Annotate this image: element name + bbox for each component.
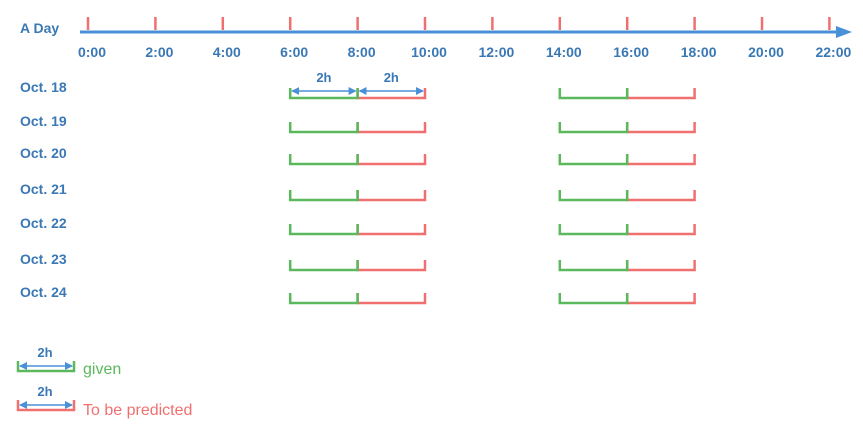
time-axis-arrowhead [836, 26, 852, 38]
predicted-window-bracket [356, 293, 427, 305]
day-row: Oct. 18 [20, 79, 696, 100]
legend-given-label: given [83, 361, 121, 378]
axis-tick-label: 0:00 [78, 44, 106, 60]
axis-tick-label: 20:00 [748, 44, 784, 60]
axis-tick-label: 22:00 [815, 44, 851, 60]
duration-annotations: 2h 2h [291, 70, 424, 95]
predicted-window-bracket [625, 224, 696, 236]
given-window-bracket [288, 88, 359, 100]
given-window-bracket [558, 88, 629, 100]
day-row: Oct. 20 [20, 145, 696, 166]
given-window-bracket [288, 154, 359, 166]
predicted-window-bracket [625, 88, 696, 100]
predicted-window-bracket [356, 224, 427, 236]
axis-tick-label: 8:00 [348, 44, 376, 60]
axis-tick-label: 16:00 [613, 44, 649, 60]
axis-ticks [86, 17, 831, 30]
axis-tick-label: 2:00 [145, 44, 173, 60]
legend: 2h given 2h To be predicted [16, 345, 192, 419]
given-window-bracket [558, 154, 629, 166]
predicted-window-bracket [356, 88, 427, 100]
given-window-bracket [558, 293, 629, 305]
predicted-window-bracket [356, 122, 427, 134]
predicted-window-bracket [625, 293, 696, 305]
given-window-bracket [288, 224, 359, 236]
given-window-bracket [288, 190, 359, 202]
legend-given-duration-label: 2h [37, 345, 52, 360]
given-window-bracket [288, 122, 359, 134]
legend-predicted-bracket [16, 400, 76, 412]
axis-tick-label: 12:00 [478, 44, 514, 60]
day-row: Oct. 23 [20, 251, 696, 272]
axis-tick-label: 14:00 [546, 44, 582, 60]
day-row: Oct. 21 [20, 181, 696, 202]
predicted-duration-label: 2h [384, 70, 399, 85]
predicted-window-bracket [356, 190, 427, 202]
axis-tick-label: 6:00 [280, 44, 308, 60]
predicted-window-bracket [625, 122, 696, 134]
axis-tick-label: 18:00 [681, 44, 717, 60]
given-window-bracket [288, 293, 359, 305]
day-row-label: Oct. 19 [20, 113, 67, 129]
predicted-window-bracket [356, 154, 427, 166]
predicted-window-bracket [625, 154, 696, 166]
legend-given-bracket [16, 361, 76, 373]
given-window-bracket [558, 260, 629, 272]
given-window-bracket [558, 122, 629, 134]
axis-tick-label: 10:00 [411, 44, 447, 60]
predicted-window-bracket [625, 190, 696, 202]
axis-tick-labels: 0:00 2:00 4:00 6:00 8:00 10:00 12:00 14:00 16:00… [78, 44, 852, 60]
day-row-label: Oct. 21 [20, 181, 67, 197]
day-row-label: Oct. 22 [20, 215, 67, 231]
given-window-bracket [558, 224, 629, 236]
given-window-bracket [558, 190, 629, 202]
given-window-bracket [288, 260, 359, 272]
given-duration-label: 2h [316, 70, 331, 85]
day-rows: Oct. 18 Oct. 19 Oct. 20 Oct. 21 Oct. 22 Oct. … [20, 79, 696, 305]
predicted-window-bracket [356, 260, 427, 272]
legend-predicted-label: To be predicted [83, 402, 192, 419]
axis-tick-label: 4:00 [213, 44, 241, 60]
legend-predicted-duration-label: 2h [37, 384, 52, 399]
day-row: Oct. 19 [20, 113, 696, 134]
day-row-label: Oct. 18 [20, 79, 67, 95]
day-row-label: Oct. 24 [20, 284, 67, 300]
predicted-window-bracket [625, 260, 696, 272]
day-row-label: Oct. 20 [20, 145, 67, 161]
day-title: A Day [20, 20, 59, 36]
day-row: Oct. 22 [20, 215, 696, 236]
day-row: Oct. 24 [20, 284, 696, 305]
day-row-label: Oct. 23 [20, 251, 67, 267]
